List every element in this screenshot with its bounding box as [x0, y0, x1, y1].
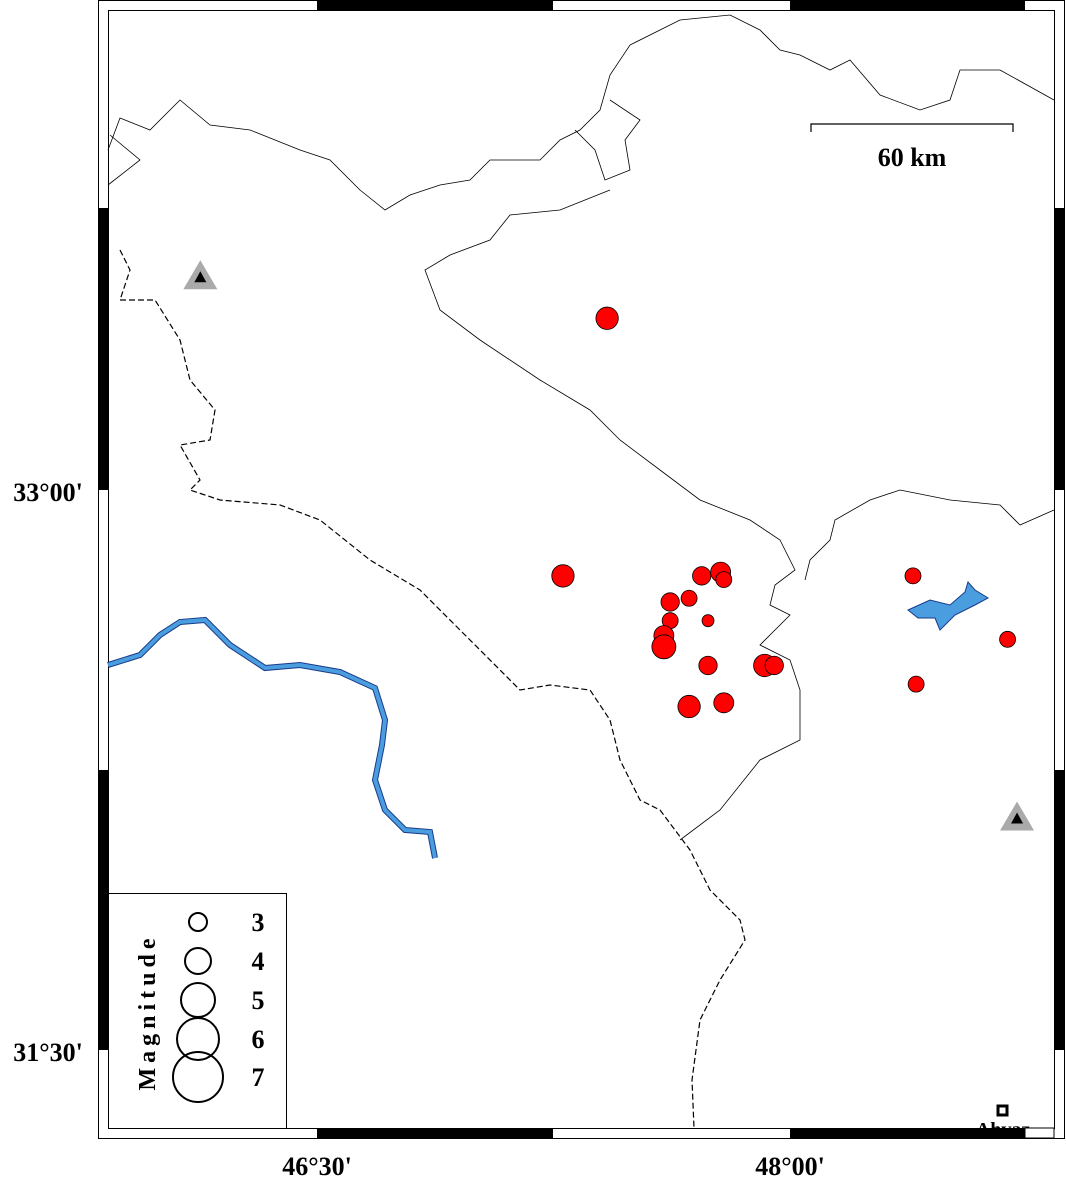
legend-label: 4 — [252, 947, 265, 976]
earthquake-layer — [551, 306, 1016, 719]
earthquake-event — [677, 694, 701, 719]
city-marker-icon — [996, 1104, 1009, 1117]
map-frame — [98, 0, 1065, 1139]
earthquake-event — [713, 692, 735, 714]
lon-label: 46°30' — [282, 1152, 352, 1178]
legend-symbol — [172, 1051, 224, 1103]
river — [107, 616, 438, 859]
earthquake-event — [907, 675, 925, 693]
legend-title: Magnitude — [135, 933, 161, 1090]
legend-label: 5 — [252, 986, 265, 1015]
seismic-station-icon — [1000, 801, 1035, 831]
seismic-station-icon — [183, 260, 218, 290]
lon-label: 48°00' — [755, 1152, 825, 1178]
lat-label: 33°00' — [13, 478, 83, 507]
legend-symbol — [184, 947, 212, 975]
earthquake-event — [692, 566, 712, 586]
legend-label: 7 — [252, 1063, 265, 1092]
earthquake-event — [701, 614, 715, 628]
legend-label: 6 — [252, 1025, 265, 1054]
legend-symbol — [188, 912, 208, 932]
scale-bar-label: 60 km — [878, 143, 947, 172]
station-layer — [183, 260, 1035, 831]
international-border — [119, 249, 746, 1129]
earthquake-event — [595, 306, 619, 330]
legend-symbol — [176, 1017, 220, 1061]
earthquake-event — [651, 634, 677, 660]
earthquake-event — [680, 589, 698, 607]
scale-bar: 60 km — [810, 123, 1014, 172]
earthquake-event — [551, 564, 575, 588]
earthquake-event — [999, 630, 1016, 648]
lat-label: 31°30' — [13, 1038, 83, 1067]
earthquake-event — [904, 567, 922, 585]
legend-label: 3 — [252, 908, 265, 937]
province-boundaries — [107, 14, 1055, 841]
magnitude-legend: Magnitude 3 4 5 6 7 — [108, 893, 287, 1129]
earthquake-event — [660, 592, 680, 612]
earthquake-event — [764, 655, 784, 676]
lake — [907, 580, 990, 631]
earthquake-event — [698, 655, 718, 676]
earthquake-event — [715, 571, 733, 588]
